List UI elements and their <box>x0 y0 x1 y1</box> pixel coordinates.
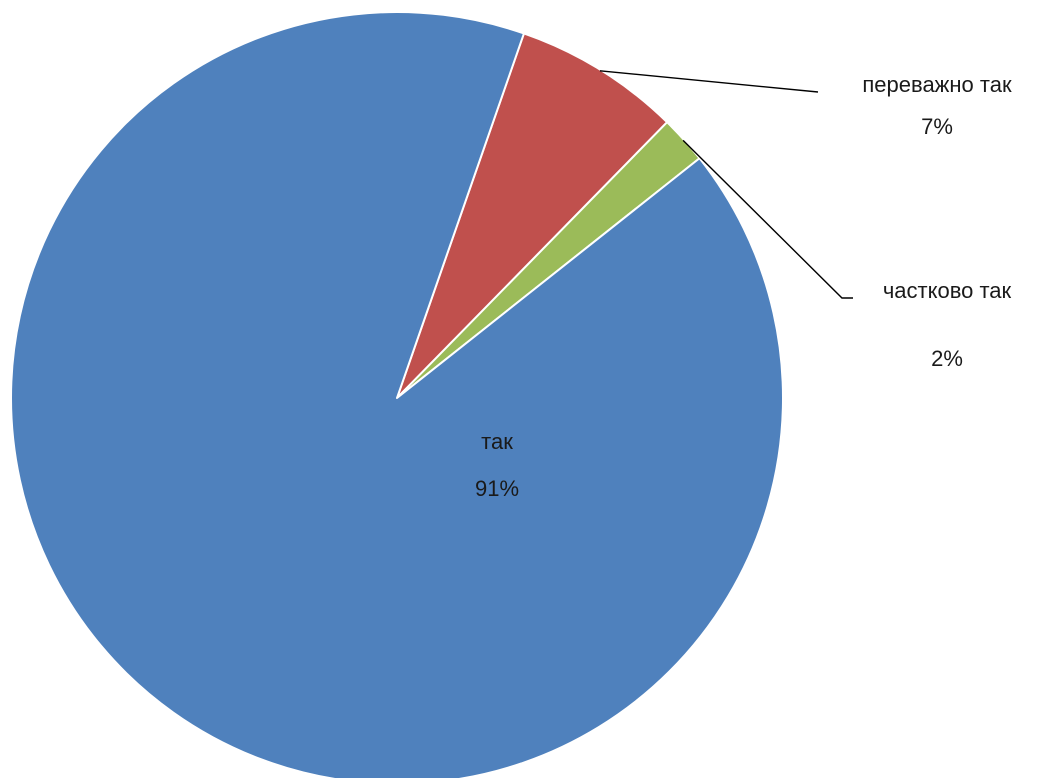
leader-line-chastkovo-tak <box>682 139 853 299</box>
slice-label-perevazhno-tak-value: 7% <box>921 114 953 139</box>
slice-label-tak-value: 91% <box>475 476 519 501</box>
leader-lines <box>599 70 853 299</box>
leader-line-perevazhno-tak <box>599 70 819 93</box>
data-labels: так 91% переважно так 7% частково так 2% <box>475 72 1012 501</box>
slice-perevazhno-tak <box>396 32 669 399</box>
slice-label-tak-name: так <box>481 429 513 454</box>
slice-tak <box>10 11 784 778</box>
slice-label-perevazhno-tak-name: переважно так <box>862 72 1012 97</box>
pie-slices <box>10 11 784 778</box>
slice-label-chastkovo-tak-value: 2% <box>931 346 963 371</box>
slice-label-chastkovo-tak-name: частково так <box>883 278 1012 303</box>
